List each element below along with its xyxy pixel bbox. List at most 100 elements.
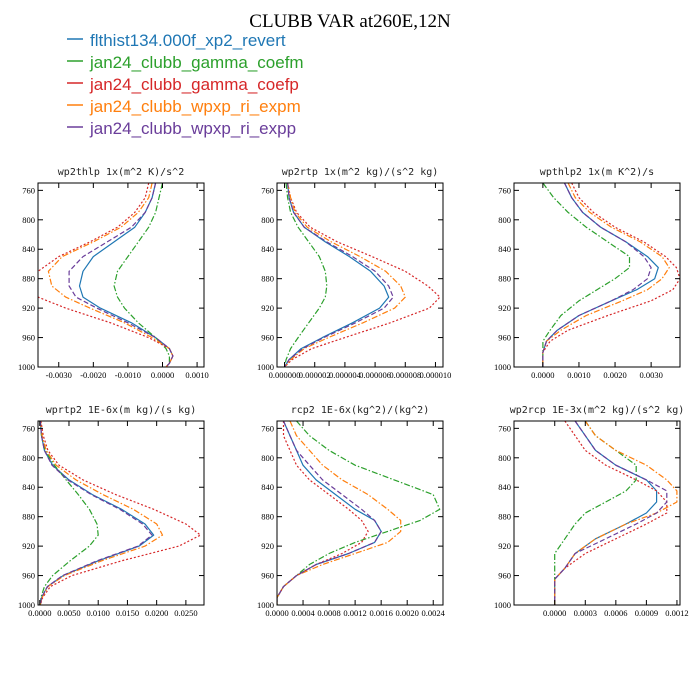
y-tick-label: 960 (22, 571, 35, 581)
y-tick-label: 960 (498, 333, 511, 343)
series-line-2 (554, 421, 637, 605)
series-line-5 (283, 183, 394, 367)
x-tick-label: -0.0020 (80, 370, 106, 380)
y-tick-label: 960 (498, 571, 511, 581)
x-tick-label: 0.0000 (151, 370, 174, 380)
x-tick-label: 0.0010 (567, 370, 590, 380)
series-line-2 (113, 183, 170, 367)
x-tick-label: 0.0000 (531, 370, 554, 380)
panel-frame (276, 182, 444, 368)
y-tick-label: 880 (261, 512, 274, 522)
x-tick-label: 0.000000 (269, 370, 301, 380)
series-line-2 (542, 183, 631, 367)
y-tick-label: 1000 (494, 362, 511, 372)
y-tick-label: 960 (22, 333, 35, 343)
x-tick-label: 0.0012 (665, 608, 688, 618)
x-tick-label: 0.000006 (359, 370, 391, 380)
series-line-1 (39, 421, 155, 605)
series-line-4 (47, 183, 174, 367)
x-tick-label: 0.0200 (145, 608, 168, 618)
x-tick-label: 0.0020 (603, 370, 626, 380)
y-tick-label: 840 (498, 244, 511, 254)
x-tick-label: 0.0016 (369, 608, 392, 618)
y-tick-label: 760 (22, 423, 35, 433)
series-line-3 (554, 421, 668, 605)
x-tick-label: 0.0050 (57, 608, 80, 618)
y-tick-label: 1000 (18, 600, 35, 610)
y-tick-label: 760 (261, 423, 274, 433)
panel-4: wprtp2 1E-6x(m kg)/(s kg) 760 800 840 880 920… (18, 405, 205, 618)
y-tick-label: 920 (261, 541, 274, 551)
y-tick-label: 840 (261, 244, 274, 254)
y-tick-label: 760 (498, 185, 511, 195)
x-tick-label: 0.0000 (265, 608, 288, 618)
panel-title: rcp2 1E-6x(kg^2)/(kg^2) (291, 405, 429, 416)
x-tick-label: 0.0100 (87, 608, 110, 618)
x-tick-label: 0.0012 (343, 608, 366, 618)
legend-label-1: flthist134.000f_xp2_revert (90, 31, 286, 50)
y-tick-label: 960 (261, 571, 274, 581)
x-tick-label: 0.0004 (291, 608, 315, 618)
x-tick-label: 0.0009 (635, 608, 658, 618)
y-tick-label: 840 (22, 244, 35, 254)
series-line-3 (39, 421, 202, 605)
legend-label-4: jan24_clubb_wpxp_ri_expm (89, 97, 301, 116)
series-line-3 (277, 421, 369, 605)
panel-5: rcp2 1E-6x(kg^2)/(kg^2) 760 800 840 880 920 96… (257, 405, 446, 618)
panel-frame (37, 182, 205, 368)
x-tick-label: 0.0000 (543, 608, 566, 618)
panel-6: wp2rcp 1E-3x(m^2 kg)/(s^2 kg) 760 800 840 88… (494, 405, 689, 618)
series-line-3 (284, 183, 441, 367)
y-tick-label: 800 (261, 215, 274, 225)
legend-label-2: jan24_clubb_gamma_coefm (89, 53, 304, 72)
x-tick-label: 0.0000 (28, 608, 51, 618)
series-line-2 (283, 183, 328, 367)
series-line-1 (283, 183, 390, 367)
series-line-5 (542, 183, 652, 367)
figure-title: CLUBB VAR at260E,12N (249, 11, 451, 32)
x-tick-label: 0.0030 (639, 370, 662, 380)
x-tick-label: 0.0008 (317, 608, 340, 618)
y-tick-label: 880 (498, 274, 511, 284)
panel-title: wp2thlp 1x(m^2 K)/s^2 (58, 167, 184, 178)
y-tick-label: 920 (22, 303, 35, 313)
panel-frame (276, 420, 444, 606)
series-line-3 (542, 183, 680, 367)
y-tick-label: 840 (498, 482, 511, 492)
series-line-4 (284, 183, 406, 367)
series-line-2 (277, 421, 441, 605)
series-line-5 (277, 421, 382, 605)
panel-frame (513, 420, 681, 606)
x-tick-label: 0.000010 (420, 370, 452, 380)
y-tick-label: 800 (22, 215, 35, 225)
x-tick-label: 0.000008 (389, 370, 421, 380)
y-tick-label: 880 (261, 274, 274, 284)
panel-title: wp2rtp 1x(m^2 kg)/(s^2 kg) (282, 167, 439, 178)
y-tick-label: 1000 (18, 362, 35, 372)
x-tick-label: -0.0030 (46, 370, 72, 380)
y-tick-label: 800 (498, 453, 511, 463)
x-tick-label: 0.0003 (574, 608, 597, 618)
x-tick-label: 0.0250 (174, 608, 197, 618)
y-tick-label: 960 (261, 333, 274, 343)
x-tick-label: 0.0020 (396, 608, 419, 618)
x-tick-label: 0.0024 (422, 608, 446, 618)
series-line-1 (554, 421, 658, 605)
y-tick-label: 920 (261, 303, 274, 313)
panel-title: wp2rcp 1E-3x(m^2 kg)/(s^2 kg) (510, 405, 685, 416)
x-tick-label: 0.0006 (604, 608, 627, 618)
y-tick-label: 920 (22, 541, 35, 551)
y-tick-label: 840 (22, 482, 35, 492)
x-tick-label: 0.000004 (329, 370, 362, 380)
x-tick-label: 0.0010 (185, 370, 208, 380)
y-tick-label: 800 (22, 453, 35, 463)
series-line-4 (554, 421, 678, 605)
legend-label-3: jan24_clubb_gamma_coefp (89, 75, 299, 94)
series-line-5 (554, 421, 668, 605)
series-line-1 (542, 183, 659, 367)
series-line-4 (542, 183, 670, 367)
series-line-1 (277, 421, 382, 605)
panel-frame (37, 420, 205, 606)
y-tick-label: 880 (22, 512, 35, 522)
